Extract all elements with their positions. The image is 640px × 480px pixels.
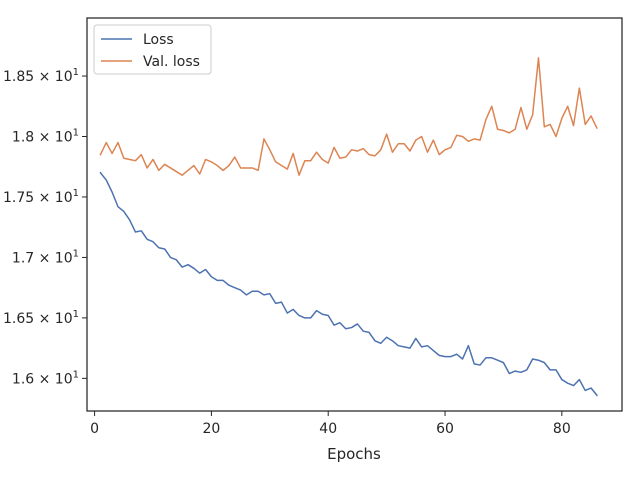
y-tick-label: 1.6 × 101 — [12, 369, 79, 387]
y-tick-label: 1.65 × 101 — [3, 309, 79, 327]
y-tick-label: 1.8 × 101 — [12, 128, 79, 146]
x-axis-label: Epochs — [327, 445, 381, 463]
x-tick-label: 60 — [436, 421, 454, 437]
x-tick-label: 20 — [202, 421, 220, 437]
legend-label: Val. loss — [143, 54, 200, 70]
series-line-loss — [99, 171, 598, 397]
x-tick-label: 40 — [319, 421, 337, 437]
x-tick-label: 0 — [90, 421, 99, 437]
y-tick-label: 1.75 × 101 — [3, 188, 79, 206]
series-line-val-loss — [99, 57, 598, 176]
plot-frame — [86, 17, 623, 412]
x-tick-label: 80 — [553, 421, 571, 437]
legend: Loss Val. loss — [93, 24, 212, 75]
y-ticks: 1.6 × 101 1.65 × 101 1.7 × 101 1.75 × 101 1.… — [3, 67, 87, 387]
y-tick-label: 1.85 × 101 — [3, 67, 79, 85]
y-tick-label: 1.7 × 101 — [12, 248, 79, 266]
x-ticks: 0 20 40 60 80 — [90, 411, 571, 437]
lines-layer — [99, 57, 598, 397]
legend-label: Loss — [143, 32, 174, 48]
